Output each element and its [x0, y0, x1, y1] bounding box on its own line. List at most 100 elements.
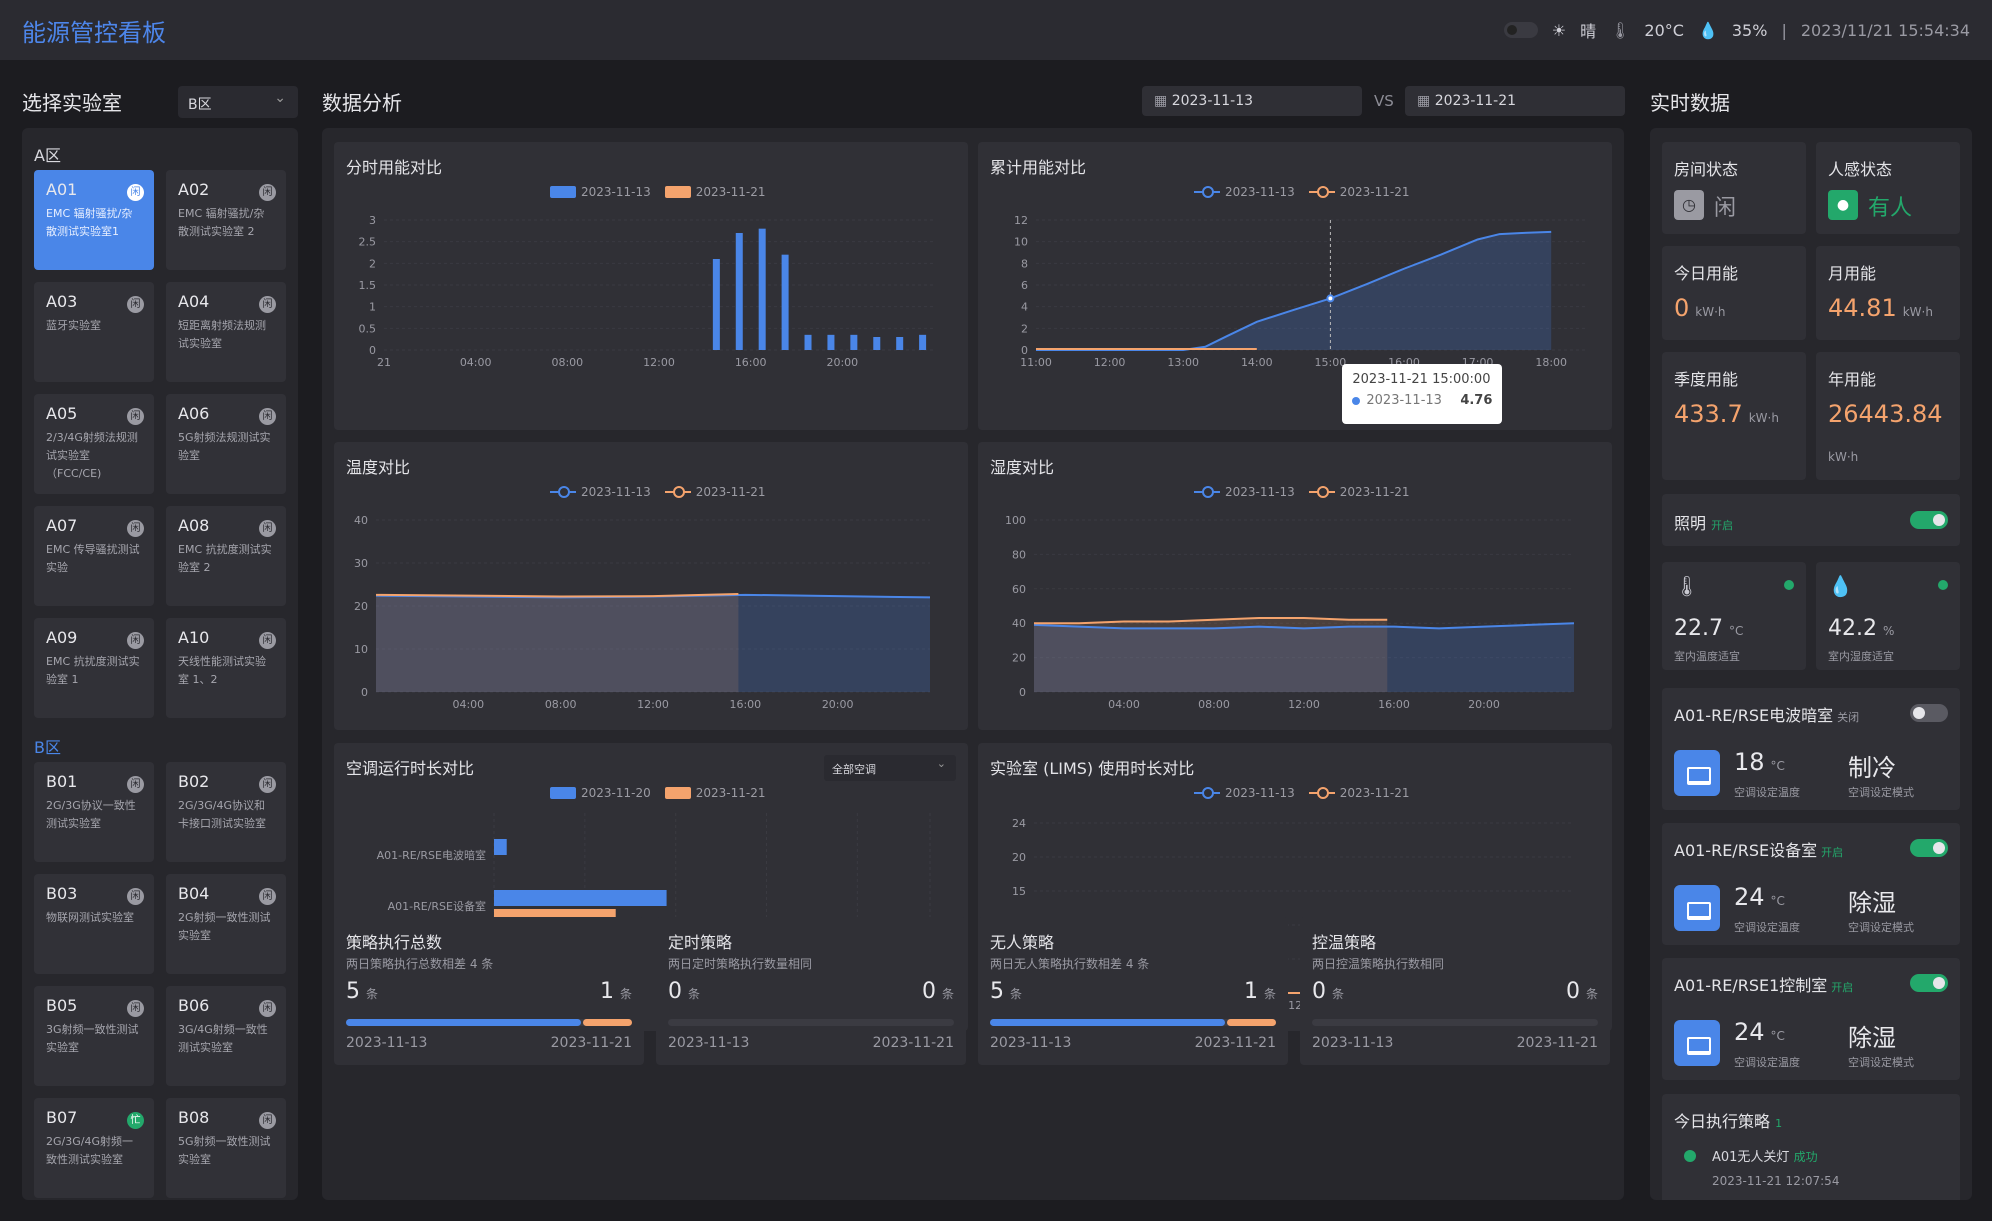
legend-item[interactable]: 2023-11-13 [550, 185, 651, 199]
lab-status-badge: 闲 [127, 520, 144, 537]
legend-item[interactable]: 2023-11-21 [1308, 485, 1410, 499]
legend-item[interactable]: 2023-11-21 [664, 485, 766, 499]
lab-card-a02[interactable]: A02 EMC 辐射骚扰/杂散测试实验室 2 闲 [166, 170, 286, 270]
legend-item[interactable]: 2023-11-13 [550, 485, 651, 499]
bar-2023-11-13[interactable] [712, 259, 720, 350]
legend-item[interactable]: 2023-11-21 [1308, 185, 1410, 199]
lab-card-b06[interactable]: B06 3G/4G射频一致性测试实验室 闲 [166, 986, 286, 1086]
date1-picker[interactable]: ▦ 2023-11-13 [1142, 86, 1362, 116]
line-2023-11-13[interactable] [1033, 622, 1575, 630]
bar-2023-11-13[interactable] [804, 334, 812, 350]
ac-unit-state: 关闭 [1837, 711, 1860, 724]
bar-2023-11-13[interactable] [873, 337, 881, 350]
bar-2023-11-13[interactable] [781, 254, 789, 350]
date1-value: 2023-11-13 [1171, 93, 1254, 109]
lab-card-a01[interactable]: A01 EMC 辐射骚扰/杂散测试实验室1 闲 [34, 170, 154, 270]
legend-label: 2023-11-21 [1339, 185, 1410, 199]
bar-2023-11-13[interactable] [735, 233, 743, 350]
y-tick-label: 0 [1021, 344, 1028, 357]
lab-card-b07[interactable]: B07 2G/3G/4G射频一致性测试实验室 忙 [34, 1098, 154, 1198]
lab-card-a04[interactable]: A04 短距离射频法规测试实验室 闲 [166, 282, 286, 382]
zone-select[interactable]: B区 [178, 86, 298, 118]
ac-filter-select[interactable]: 全部空调 [824, 755, 956, 781]
lab-card-a05[interactable]: A05 2/3/4G射频法规测试实验室（FCC/CE) 闲 [34, 394, 154, 494]
ac-mode-label: 空调设定模式 [1848, 1056, 1914, 1069]
bar-2023-11-20[interactable] [494, 890, 667, 906]
lab-card-b08[interactable]: B08 5G射频一致性测试实验室 闲 [166, 1098, 286, 1198]
line-2023-11-21[interactable] [375, 592, 739, 598]
legend-item[interactable]: 2023-11-21 [664, 185, 766, 199]
line-2023-11-21[interactable] [1034, 617, 1388, 625]
lab-code: B06 [178, 996, 210, 1015]
chart-title: 实验室 (LIMS) 使用时长对比 [990, 759, 1195, 778]
stat-title: 策略执行总数 [346, 933, 443, 952]
lab-card-a07[interactable]: A07 EMC 传导骚扰测试实验 闲 [34, 506, 154, 606]
lab-card-b04[interactable]: B04 2G射频一致性测试实验室 闲 [166, 874, 286, 974]
legend-item[interactable]: 2023-11-21 [664, 786, 766, 800]
bar-2023-11-13[interactable] [919, 334, 927, 350]
chart-legend: 2023-11-13 2023-11-21 [1194, 185, 1410, 199]
ac-unit-switch[interactable] [1910, 974, 1948, 992]
lab-card-a09[interactable]: A09 EMC 抗扰度测试实验室 1 闲 [34, 618, 154, 718]
lab-code: B08 [178, 1108, 210, 1127]
legend-item[interactable]: 2023-11-13 [1194, 485, 1295, 499]
lab-card-a08[interactable]: A08 EMC 抗扰度测试实验室 2 闲 [166, 506, 286, 606]
ac-unit-header: A01-RE/RSE1控制室 开启 [1674, 972, 1853, 996]
lab-card-a03[interactable]: A03 蓝牙实验室 闲 [34, 282, 154, 382]
date2-picker[interactable]: ▦ 2023-11-21 [1405, 86, 1625, 116]
line-2023-11-13[interactable] [1036, 230, 1552, 351]
strategy-result: 成功 [1793, 1150, 1818, 1164]
clock-icon: ◷ [1674, 190, 1704, 220]
legend-item[interactable]: 2023-11-21 [1308, 786, 1410, 800]
y-tick-label: 60 [1012, 583, 1026, 596]
stat-card: 无人策略 两日无人策略执行数相差 4 条 5 条 1 条 2023-11-13 2023-11… [978, 917, 1288, 1065]
stat-unit: 条 [1263, 987, 1276, 1001]
lab-card-b05[interactable]: B05 3G射频一致性测试实验室 闲 [34, 986, 154, 1086]
compare-bar [1312, 1019, 1598, 1026]
droplet-icon: 💧 [1828, 574, 1853, 598]
compare-bar-fill-2023-11-21 [583, 1019, 632, 1026]
chart-canvas: 0 10 20 30 40 04:00 08:00 12:00 16:00 20:00 [354, 514, 931, 711]
lab-card-b03[interactable]: B03 物联网测试实验室 闲 [34, 874, 154, 974]
chart-legend: 2023-11-13 2023-11-21 [550, 185, 766, 199]
legend-item[interactable]: 2023-11-13 [1194, 786, 1295, 800]
legend-item[interactable]: 2023-11-20 [550, 786, 651, 800]
legend-item[interactable]: 2023-11-13 [1194, 185, 1295, 199]
x-tick-label: 20:00 [822, 698, 854, 711]
date2-value: 2023-11-21 [1434, 93, 1517, 109]
x-tick-label: 13:00 [1167, 356, 1199, 369]
lab-status-badge: 闲 [259, 632, 276, 649]
ac-unit-switch[interactable] [1910, 839, 1948, 857]
bar-2023-11-20[interactable] [494, 839, 507, 855]
compare-bar-fill-2023-11-13 [346, 1019, 581, 1026]
y-tick-label: 2 [369, 257, 376, 270]
lab-card-b02[interactable]: B02 2G/3G/4G协议和卡接口测试实验室 闲 [166, 762, 286, 862]
ac-temp-label: 空调设定温度 [1734, 1056, 1800, 1069]
bar-2023-11-13[interactable] [850, 334, 858, 350]
lab-card-b01[interactable]: B01 2G/3G协议一致性测试实验室 闲 [34, 762, 154, 862]
lab-card-a10[interactable]: A10 天线性能测试实验室 1、2 闲 [166, 618, 286, 718]
lighting-switch[interactable] [1910, 511, 1948, 529]
legend-label: 2023-11-21 [1339, 786, 1410, 800]
ac-unit-state: 开启 [1821, 846, 1844, 859]
presence-value: 有人 [1868, 196, 1913, 221]
lab-desc: 2/3/4G射频法规测试实验室（FCC/CE) [46, 431, 138, 480]
legend-swatch [1308, 486, 1335, 498]
x-tick-label: 16:00 [729, 698, 761, 711]
chart-title: 湿度对比 [990, 458, 1055, 477]
lab-card-a06[interactable]: A06 5G射频法规测试实验室 闲 [166, 394, 286, 494]
theme-toggle[interactable] [1503, 22, 1538, 38]
y-tick-label: 12 [1014, 214, 1028, 227]
bar-2023-11-13[interactable] [896, 337, 904, 350]
x-tick-label: 04:00 [1108, 698, 1140, 711]
lab-code: B02 [178, 772, 210, 791]
bar-2023-11-13[interactable] [758, 228, 766, 350]
person-icon: ● [1828, 190, 1858, 220]
stat-card: 定时策略 两日定时策略执行数量相同 0 条 0 条 2023-11-13 2023-11-21 [656, 917, 966, 1065]
ac-unit-switch[interactable] [1910, 704, 1948, 722]
bar-2023-11-13[interactable] [827, 334, 835, 350]
droplet-icon: 💧 [1697, 20, 1718, 40]
